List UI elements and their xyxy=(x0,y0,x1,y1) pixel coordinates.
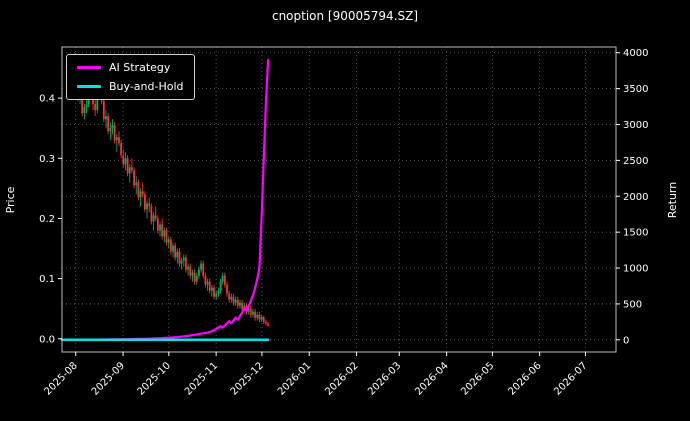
ai-strategy-line-icon xyxy=(77,66,101,69)
plot-border xyxy=(61,46,617,353)
y-tick-label-right: 4000 xyxy=(623,48,648,59)
y-tick-label-left: 0.1 xyxy=(39,274,55,285)
legend-label-ai-strategy: AI Strategy xyxy=(109,61,171,74)
gridlines xyxy=(62,47,616,352)
y-tick-label-left: 0.2 xyxy=(39,214,55,225)
y-tick-label-right: 1000 xyxy=(623,264,648,275)
y-tick-label-left: 0.0 xyxy=(39,334,55,345)
x-tick-label: 2026-03 xyxy=(366,360,403,397)
x-tick-label: 2025-10 xyxy=(136,360,173,397)
y-axis-label-right: Return xyxy=(666,182,679,219)
y-tick-label-left: 0.4 xyxy=(39,94,55,105)
axis-ticks: 0.0 0.1 0.2 0.3 0.4 0 500 1000 1500 2000 2500 3000 3… xyxy=(39,48,648,397)
x-tick-label: 2025-09 xyxy=(90,360,127,397)
x-tick-label: 2026-07 xyxy=(552,360,589,397)
y-tick-label-left: 0.3 xyxy=(39,154,55,165)
line-series xyxy=(60,58,270,342)
x-tick-label: 2025-11 xyxy=(183,360,220,397)
x-tick-label: 2026-05 xyxy=(459,360,496,397)
legend-item-ai-strategy: AI Strategy xyxy=(77,61,184,74)
y-tick-label-right: 500 xyxy=(623,299,642,310)
x-tick-label: 2025-12 xyxy=(229,360,266,397)
y-tick-label-right: 1500 xyxy=(623,228,648,239)
y-tick-label-right: 0 xyxy=(623,335,629,346)
legend-item-buy-and-hold: Buy-and-Hold xyxy=(77,80,184,93)
y-tick-label-right: 3000 xyxy=(623,120,648,131)
x-tick-label: 2026-01 xyxy=(276,360,313,397)
x-tick-label: 2025-08 xyxy=(43,360,80,397)
x-tick-label: 2026-02 xyxy=(323,360,360,397)
y-tick-label-right: 3500 xyxy=(623,84,648,95)
chart-title: cnoption [90005794.SZ] xyxy=(271,9,419,23)
y-axis-label-left: Price xyxy=(4,186,17,213)
y-tick-label-right: 2000 xyxy=(623,192,648,203)
y-tick-label-right: 2500 xyxy=(623,156,648,167)
buy-and-hold-line-icon xyxy=(77,85,101,88)
x-tick-label: 2026-06 xyxy=(506,360,543,397)
legend-label-buy-and-hold: Buy-and-Hold xyxy=(109,80,184,93)
legend: AI Strategy Buy-and-Hold xyxy=(66,54,195,100)
x-tick-label: 2026-04 xyxy=(413,360,450,397)
